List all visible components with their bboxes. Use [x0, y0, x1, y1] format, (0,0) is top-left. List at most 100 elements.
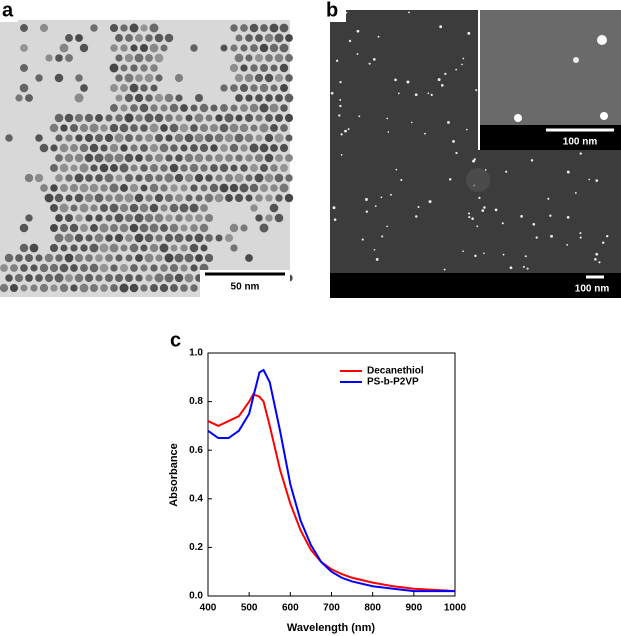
afm-particle	[443, 268, 446, 271]
afm-particle	[494, 208, 498, 212]
particle	[135, 134, 143, 142]
particle	[169, 163, 179, 173]
particle	[204, 133, 214, 143]
particle	[114, 153, 124, 163]
particle	[20, 264, 28, 272]
particle	[265, 114, 273, 122]
particle	[50, 164, 58, 172]
particle	[124, 193, 134, 203]
particle	[279, 63, 289, 73]
particle	[59, 163, 69, 173]
particle	[35, 134, 43, 142]
particle	[265, 214, 273, 222]
particle	[155, 254, 163, 262]
particle	[129, 243, 139, 253]
particle	[285, 54, 293, 62]
particle	[275, 94, 283, 102]
particle	[184, 253, 194, 263]
afm-particle	[437, 78, 441, 82]
particle	[220, 44, 228, 52]
particle	[189, 203, 199, 213]
particle	[140, 24, 148, 32]
particle	[105, 194, 113, 202]
particle	[160, 164, 168, 172]
particle	[180, 184, 188, 192]
particle	[225, 174, 233, 182]
afm-particle	[395, 168, 398, 171]
particle	[135, 174, 143, 182]
y-tick-label: 0.0	[189, 591, 203, 602]
afm-particle	[335, 59, 339, 62]
afm-particle	[606, 234, 609, 238]
particle	[154, 153, 164, 163]
particle	[64, 113, 74, 123]
afm-particle	[476, 225, 479, 228]
particle	[44, 273, 54, 283]
particle	[190, 264, 198, 272]
particle	[114, 273, 124, 283]
afm-particle	[509, 266, 513, 270]
afm-particle	[505, 170, 508, 173]
particle	[184, 133, 194, 143]
particle	[39, 283, 49, 293]
particle	[240, 64, 248, 72]
particle	[10, 264, 18, 272]
particle	[229, 63, 239, 73]
particle	[79, 283, 89, 293]
particle	[149, 23, 159, 33]
particle	[274, 173, 284, 183]
particle	[70, 264, 78, 272]
afm-particle	[397, 92, 400, 95]
particle	[245, 34, 253, 42]
afm-particle	[365, 210, 369, 213]
afm-particle	[579, 232, 582, 235]
particle	[44, 193, 54, 203]
particle	[100, 284, 108, 292]
particle	[99, 263, 109, 273]
particle	[104, 133, 114, 143]
particle	[70, 164, 78, 172]
particle	[275, 194, 283, 202]
particle	[185, 194, 193, 202]
particle	[125, 254, 133, 262]
afm-particle	[372, 58, 376, 61]
particle	[225, 154, 233, 162]
particle	[114, 233, 124, 243]
particle	[194, 153, 204, 163]
particle	[74, 273, 84, 283]
particle	[250, 164, 258, 172]
afm-particle	[444, 72, 447, 75]
particle	[79, 163, 89, 173]
particle	[55, 174, 63, 182]
particle	[210, 144, 218, 152]
afm-particle	[455, 68, 457, 71]
particle	[130, 164, 138, 172]
particle	[149, 143, 159, 153]
particle	[79, 43, 89, 53]
particle	[54, 113, 64, 123]
particle	[89, 183, 99, 193]
particle	[100, 184, 108, 192]
particle	[200, 184, 208, 192]
x-tick-label: 400	[200, 603, 217, 614]
afm-particle	[387, 131, 390, 133]
particle	[0, 283, 9, 293]
particle	[149, 243, 159, 253]
particle	[174, 133, 184, 143]
particle	[129, 223, 139, 233]
particle	[124, 133, 134, 143]
particle	[170, 144, 178, 152]
particle	[84, 153, 94, 163]
particle	[154, 33, 164, 43]
particle	[114, 213, 124, 223]
afm-particle	[595, 179, 599, 182]
particle	[274, 33, 284, 43]
particle	[80, 244, 88, 252]
afm-particle	[381, 235, 384, 238]
particle	[149, 183, 159, 193]
particle	[119, 123, 129, 133]
particle	[239, 123, 249, 133]
particle	[149, 43, 159, 53]
y-tick-label: 1.0	[189, 348, 203, 359]
